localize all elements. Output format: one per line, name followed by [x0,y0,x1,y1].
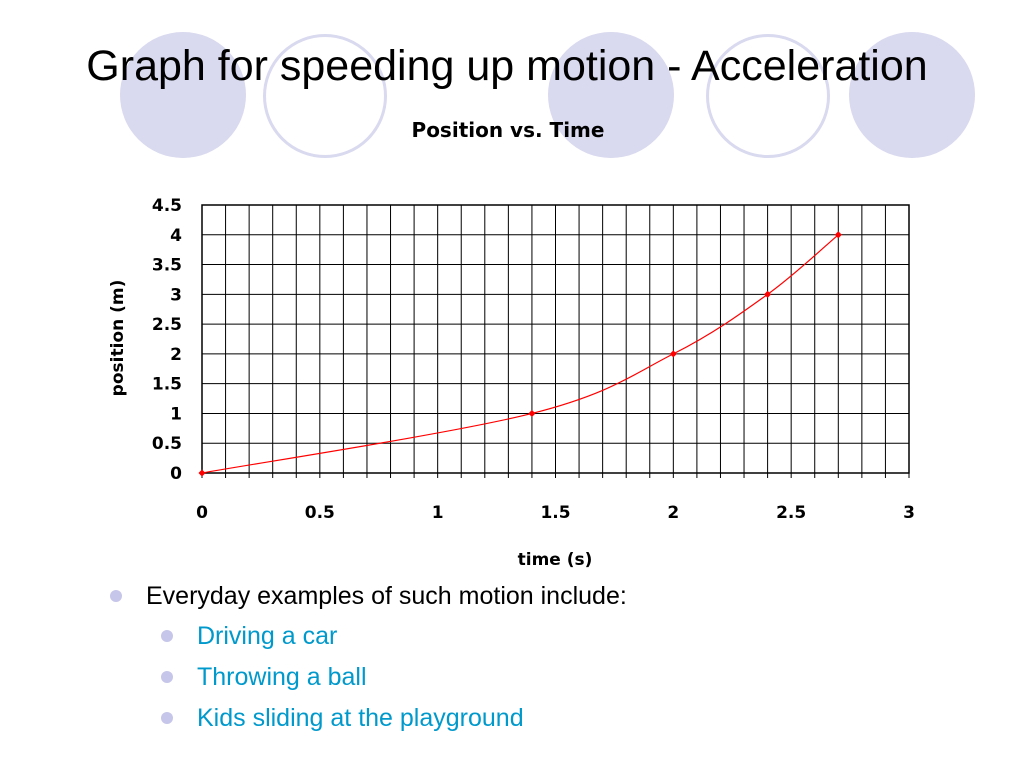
bullet-text: Everyday examples of such motion include… [146,582,627,610]
y-tick-label: 2 [170,345,182,365]
bullet-text: Kids sliding at the playground [197,704,524,732]
y-tick-label: 4 [170,226,182,246]
chart-grid [201,204,910,478]
series-line [201,234,839,474]
data-point [198,469,206,477]
bullet-item-driving: Driving a car [110,620,627,661]
x-tick-label: 2 [667,503,679,523]
x-tick-label: 0.5 [305,503,335,523]
x-tick-label: 0 [196,503,208,523]
y-tick-label: 1.5 [152,375,182,395]
bullet-item-intro: Everyday examples of such motion include… [110,580,627,620]
y-axis-label: position (m) [108,280,128,397]
y-tick-label: 3.5 [152,256,182,276]
decor-circle-1 [120,32,246,158]
bullet-dot [161,712,173,724]
x-tick-label: 1 [432,503,444,523]
position-time-chart: 0 0.5 1 1.5 2 2.5 3 0 0.5 1 1.5 2 2.5 3 3.5 4 4.5 Positi… [108,118,915,570]
bullet-dot [161,630,173,642]
bullet-text: Driving a car [197,622,338,650]
y-tick-label: 4.5 [152,196,182,216]
y-tick-label: 0 [170,464,182,484]
data-point [528,409,536,417]
data-point [764,290,772,298]
y-tick-label: 1 [170,404,182,424]
bullet-text: Throwing a ball [197,663,367,691]
chart-tick-labels: 0 0.5 1 1.5 2 2.5 3 0 0.5 1 1.5 2 2.5 3 3.5 4 4.5 [152,196,915,523]
y-tick-label: 0.5 [152,434,182,454]
bullet-dot [161,671,173,683]
x-tick-label: 3 [903,503,915,523]
bullet-item-sliding: Kids sliding at the playground [110,702,627,743]
bullet-item-throwing: Throwing a ball [110,661,627,702]
decor-circle-5 [849,32,975,158]
decor-circle-2 [263,34,387,158]
chart-series [198,231,842,477]
chart-title: Position vs. Time [412,118,605,142]
data-point [669,350,677,358]
y-tick-label: 2.5 [152,315,182,335]
x-tick-label: 1.5 [540,503,570,523]
bullet-list: Everyday examples of such motion include… [110,580,627,743]
data-point [834,231,842,239]
bullet-dot [110,590,122,602]
slide-title: Graph for speeding up motion - Accelerat… [86,42,928,90]
y-tick-label: 3 [170,285,182,305]
decor-circle-3 [548,32,674,158]
x-tick-label: 2.5 [776,503,806,523]
x-axis-label: time (s) [518,550,593,570]
decor-circle-4 [706,34,830,158]
